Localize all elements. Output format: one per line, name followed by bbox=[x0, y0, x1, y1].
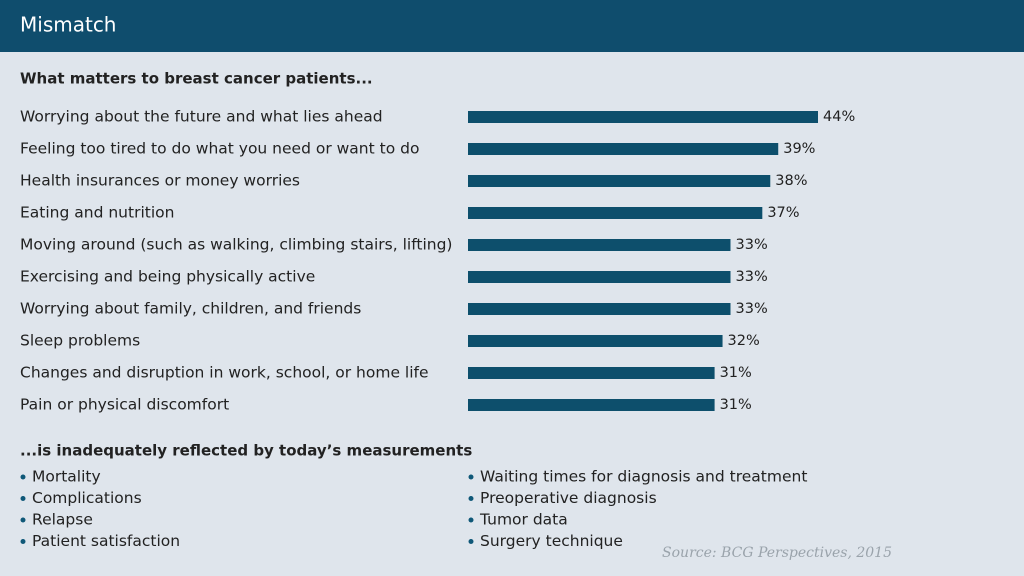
category-label: Pain or physical discomfort bbox=[20, 396, 229, 414]
bullet bbox=[20, 517, 26, 523]
bar bbox=[468, 399, 715, 411]
bullet bbox=[468, 496, 474, 501]
value-label: 33% bbox=[736, 269, 768, 285]
measurement-item: Tumor data bbox=[479, 511, 568, 529]
measurement-item: Preoperative diagnosis bbox=[480, 489, 657, 507]
chart-title: What matters to breast cancer patients..… bbox=[20, 70, 373, 88]
measurement-item: Surgery technique bbox=[480, 532, 623, 550]
value-label: 39% bbox=[783, 141, 815, 157]
category-label: Changes and disruption in work, school, … bbox=[20, 364, 429, 382]
category-label: Exercising and being physically active bbox=[20, 268, 315, 286]
category-label: Worrying about the future and what lies … bbox=[20, 108, 383, 126]
measurement-item: Relapse bbox=[32, 511, 93, 529]
bar bbox=[468, 143, 779, 155]
bar bbox=[468, 111, 818, 123]
category-label: Moving around (such as walking, climbing… bbox=[20, 236, 452, 254]
source: Source: BCG Perspectives, 2015 bbox=[662, 545, 892, 561]
bullet bbox=[20, 496, 26, 501]
header-title: Mismatch bbox=[20, 13, 116, 37]
value-label: 44% bbox=[823, 109, 855, 125]
bar bbox=[468, 335, 723, 347]
bullet bbox=[468, 539, 474, 544]
bar bbox=[468, 207, 763, 219]
category-label: Sleep problems bbox=[20, 332, 140, 350]
value-label: 33% bbox=[736, 301, 768, 317]
category-label: Health insurances or money worries bbox=[20, 172, 300, 190]
bullet bbox=[468, 474, 474, 480]
value-label: 33% bbox=[736, 237, 768, 253]
measurement-item: Patient satisfaction bbox=[32, 532, 180, 550]
bar bbox=[468, 175, 771, 187]
bullet bbox=[20, 474, 26, 480]
measurement-item: Waiting times for diagnosis and treatmen… bbox=[480, 468, 807, 486]
measurement-item: Complications bbox=[32, 489, 142, 507]
header-bar bbox=[0, 0, 1024, 52]
category-label: Feeling too tired to do what you need or… bbox=[20, 140, 419, 158]
bullet bbox=[468, 517, 474, 523]
value-label: 31% bbox=[720, 397, 752, 413]
bar bbox=[468, 303, 731, 315]
measurements-title: ...is inadequately reflected by today’s … bbox=[20, 442, 472, 460]
measurement-item: Mortality bbox=[32, 468, 101, 486]
value-label: 37% bbox=[767, 205, 799, 221]
value-label: 38% bbox=[775, 173, 807, 189]
bar bbox=[468, 367, 715, 379]
value-label: 32% bbox=[728, 333, 760, 349]
bar bbox=[468, 239, 731, 251]
bullet bbox=[20, 539, 26, 544]
category-label: Worrying about family, children, and fri… bbox=[20, 300, 361, 318]
category-label: Eating and nutrition bbox=[20, 204, 174, 222]
bar bbox=[468, 271, 731, 283]
value-label: 31% bbox=[720, 365, 752, 381]
